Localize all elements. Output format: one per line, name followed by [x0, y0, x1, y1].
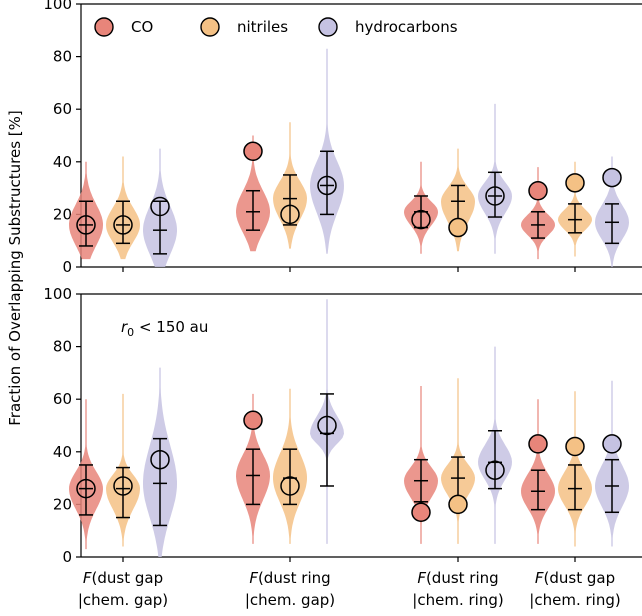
legend-label-nitriles: nitriles	[237, 18, 288, 36]
observed-marker	[565, 436, 585, 457]
observed-marker	[113, 215, 133, 235]
observed-marker	[528, 434, 548, 454]
y-tick-label: 80	[53, 338, 72, 356]
observed-marker	[317, 415, 337, 436]
observed-marker	[243, 141, 263, 162]
observed-marker	[317, 175, 337, 196]
y-axis-label: Fraction of Overlapping Substructures [%…	[6, 110, 24, 425]
legend-marker-CO	[94, 17, 114, 37]
y-tick-label: 40	[53, 443, 72, 461]
observed-marker	[528, 180, 548, 201]
y-tick-label: 0	[62, 258, 72, 276]
legend-marker-nitriles	[200, 17, 220, 37]
category-label-line2: |chem. ring)	[412, 591, 503, 609]
observed-marker	[280, 476, 300, 496]
radius-annotation: r0 < 150 au	[121, 318, 208, 339]
observed-marker	[411, 209, 431, 230]
legend: CO nitriles hydrocarbons	[94, 17, 458, 37]
category-label-line2: |chem. ring)	[529, 591, 620, 609]
category-label-line1: F(dust gap	[535, 569, 615, 587]
observed-marker	[280, 204, 300, 225]
category-label-line1: F(dust ring	[249, 569, 330, 587]
observed-marker	[448, 217, 468, 238]
y-tick-label: 60	[53, 390, 72, 408]
y-tick-label: 60	[53, 100, 72, 118]
observed-marker	[76, 478, 96, 499]
y-tick-label: 100	[43, 285, 72, 303]
y-tick-label: 20	[53, 495, 72, 513]
y-tick-label: 20	[53, 205, 72, 223]
y-tick-label: 0	[62, 548, 72, 566]
bottom-panel: 0 20 40 60 80 100	[43, 285, 642, 566]
legend-label-CO: CO	[131, 18, 153, 36]
observed-marker	[485, 186, 505, 206]
observed-marker	[150, 196, 170, 217]
observed-marker	[76, 215, 96, 235]
observed-marker	[448, 494, 468, 515]
category-label-line1: F(dust gap	[83, 569, 163, 587]
legend-label-hydrocarbons: hydrocarbons	[355, 18, 458, 36]
category-labels: F(dust gap |chem. gap) F(dust ring |chem. g…	[78, 569, 621, 609]
category-label-line2: |chem. gap)	[245, 591, 335, 609]
observed-marker	[243, 410, 263, 430]
y-tick-label: 80	[53, 48, 72, 66]
y-tick-label: 100	[43, 0, 72, 13]
category-label-line2: |chem. gap)	[78, 591, 168, 609]
observed-marker	[411, 502, 431, 523]
observed-marker	[565, 173, 585, 193]
observed-marker	[602, 434, 622, 454]
category-label-line1: F(dust ring	[417, 569, 498, 587]
y-tick-label: 40	[53, 153, 72, 171]
top-panel: 0 20 40 60 80 100	[43, 0, 642, 276]
observed-marker	[602, 167, 622, 188]
legend-marker-hydrocarbons	[318, 17, 338, 37]
observed-marker	[150, 449, 170, 470]
observed-marker	[485, 460, 505, 480]
observed-marker	[113, 476, 133, 496]
